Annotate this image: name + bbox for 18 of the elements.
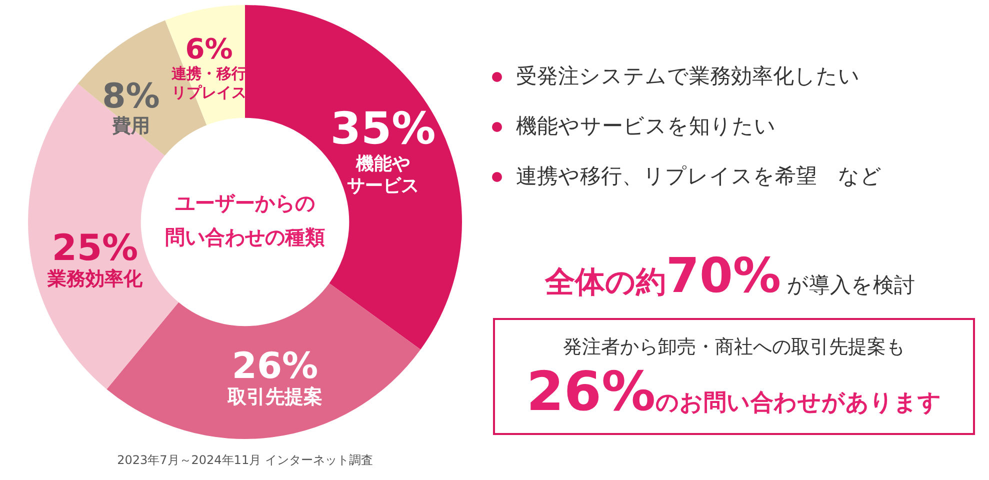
text: 2023年7月～2024年11月 インターネット調査 xyxy=(116,452,374,469)
slice-label: 取引先提案 xyxy=(226,386,322,408)
data-label: 26% xyxy=(232,346,318,387)
slice-label: 機能やサービス xyxy=(347,154,419,197)
text: ユーザーからの問い合わせの種類 xyxy=(165,191,325,250)
slice-label: 費用 xyxy=(111,114,150,137)
data-label: 6% xyxy=(185,32,233,66)
text: 全体の約70%が導入を検討 xyxy=(545,248,915,304)
data-label: 8% xyxy=(102,76,160,116)
text: 26%のお問い合わせがあります xyxy=(526,360,942,423)
slice-label: 連携・移行リプレイス xyxy=(170,64,246,102)
slice-label: 業務効率化 xyxy=(46,268,144,290)
data-label: 25% xyxy=(52,228,138,269)
text: 発注者から卸売・商社への取引先提案も xyxy=(562,335,906,360)
text: 連携や移行、リプレイスを希望 など xyxy=(516,164,882,188)
text: 受発注システムで業務効率化したい xyxy=(516,64,860,88)
data-label: 35% xyxy=(330,103,436,154)
text: 機能やサービスを知りたい xyxy=(516,114,776,138)
